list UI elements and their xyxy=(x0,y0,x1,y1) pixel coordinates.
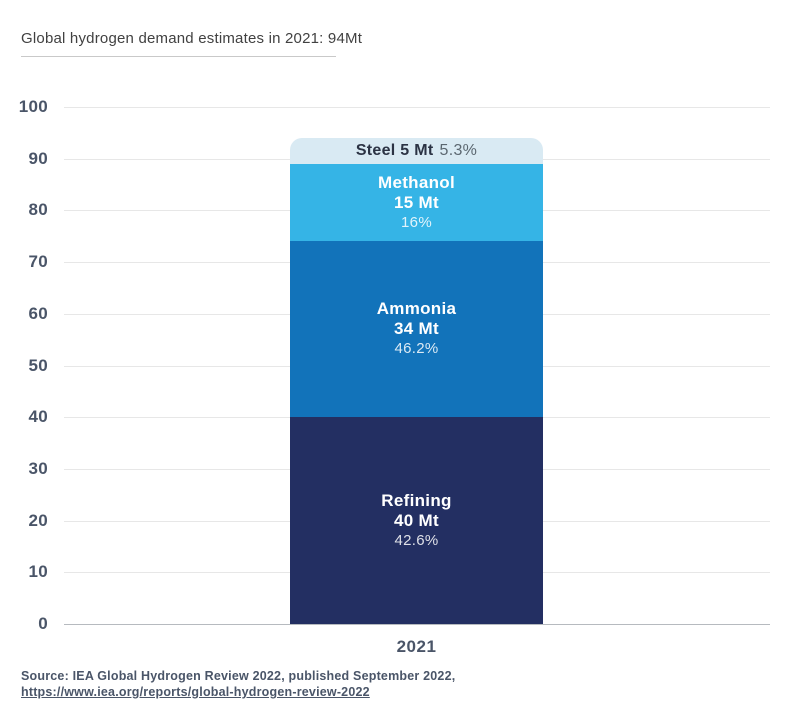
segment-name: Refining xyxy=(381,490,452,510)
source-text: Source: IEA Global Hydrogen Review 2022,… xyxy=(21,669,456,683)
segment-percent: 5.3% xyxy=(439,141,478,159)
y-tick-label-50: 50 xyxy=(28,355,48,375)
segment-name: Methanol xyxy=(377,172,455,192)
y-tick-label-30: 30 xyxy=(28,458,48,478)
source-block: Source: IEA Global Hydrogen Review 2022,… xyxy=(21,668,455,700)
title-underline xyxy=(21,56,336,57)
y-tick-label-40: 40 xyxy=(28,407,48,427)
y-tick-label-60: 60 xyxy=(28,303,48,323)
chart-title: Global hydrogen demand estimates in 2021… xyxy=(21,30,363,47)
bar-segment-refining[interactable]: Refining 40 Mt 42.6% xyxy=(290,417,543,624)
segment-percent: 16% xyxy=(401,213,432,231)
bar-segment-steel[interactable]: Steel 5 Mt 5.3% xyxy=(290,138,543,164)
segment-name: Ammonia xyxy=(376,299,457,319)
segment-percent: 46.2% xyxy=(394,340,439,358)
segment-name: Steel 5 Mt xyxy=(355,141,434,159)
y-tick-label-20: 20 xyxy=(28,510,48,530)
x-axis-label: 2021 xyxy=(396,637,437,656)
y-tick-label-80: 80 xyxy=(28,200,48,220)
segment-label: Steel 5 Mt 5.3% xyxy=(356,142,477,160)
y-tick-label-90: 90 xyxy=(28,148,48,168)
gridline-100 xyxy=(64,107,770,108)
gridline-0 xyxy=(64,624,770,625)
segment-amount: 15 Mt xyxy=(394,192,439,212)
segment-amount: 34 Mt xyxy=(394,319,439,339)
segment-percent: 42.6% xyxy=(394,531,439,549)
y-tick-label-10: 10 xyxy=(28,562,48,582)
bar-segment-ammonia[interactable]: Ammonia 34 Mt 46.2% xyxy=(290,241,543,418)
y-tick-label-100: 100 xyxy=(18,97,48,116)
y-tick-label-0: 0 xyxy=(38,614,48,633)
segment-amount: 40 Mt xyxy=(394,510,439,530)
bar-segment-methanol[interactable]: Methanol 15 Mt 16% xyxy=(290,163,543,242)
y-tick-label-70: 70 xyxy=(28,252,48,272)
source-link[interactable]: https://www.iea.org/reports/global-hydro… xyxy=(21,685,370,699)
